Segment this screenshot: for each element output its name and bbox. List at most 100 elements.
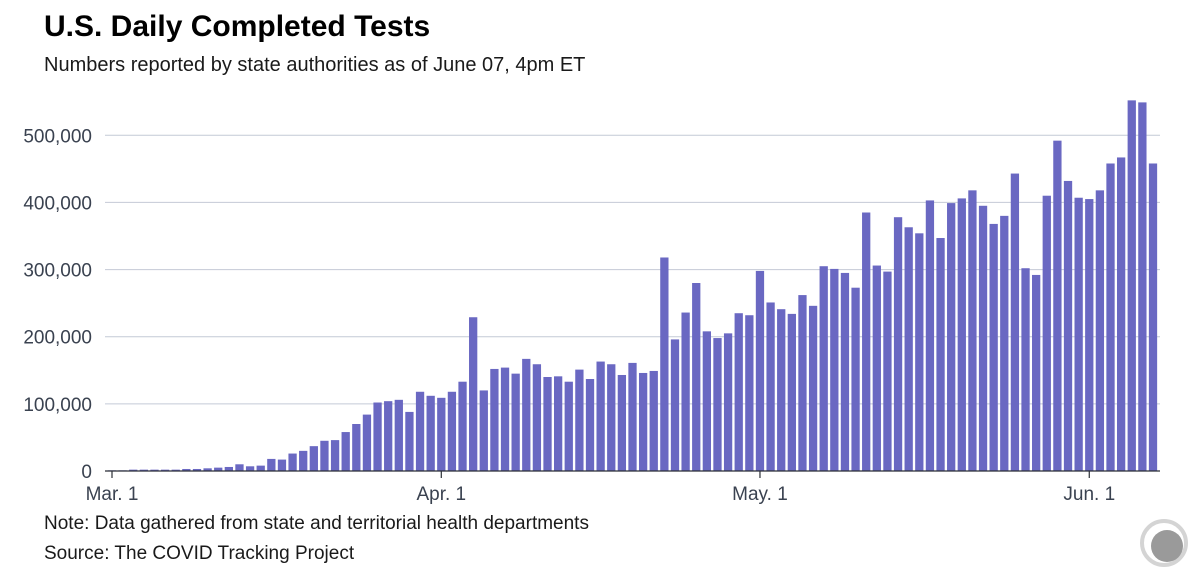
bar bbox=[543, 377, 552, 471]
bar bbox=[840, 272, 850, 471]
bar bbox=[267, 458, 276, 471]
footnote-note: Note: Data gathered from state and terri… bbox=[44, 513, 589, 534]
bar bbox=[469, 317, 478, 471]
bar bbox=[851, 287, 860, 471]
bar bbox=[947, 203, 956, 471]
bar bbox=[723, 333, 733, 471]
bar bbox=[384, 401, 393, 471]
bar bbox=[872, 265, 881, 471]
bar bbox=[989, 223, 998, 471]
bar bbox=[405, 411, 414, 471]
bar bbox=[893, 217, 903, 471]
bar bbox=[277, 459, 287, 471]
bar bbox=[500, 367, 510, 471]
bar bbox=[925, 200, 935, 471]
bar bbox=[1000, 215, 1009, 471]
bar bbox=[235, 464, 244, 471]
bar bbox=[787, 313, 796, 471]
bar bbox=[883, 271, 892, 471]
bar bbox=[522, 358, 531, 471]
bar bbox=[1053, 140, 1062, 471]
bar bbox=[1095, 190, 1105, 472]
bar bbox=[936, 238, 945, 471]
bar bbox=[713, 338, 722, 471]
chart-subtitle: Numbers reported by state authorities as… bbox=[44, 54, 586, 76]
bar bbox=[1116, 157, 1126, 471]
bar bbox=[129, 469, 138, 471]
bar bbox=[596, 361, 605, 471]
bar bbox=[692, 283, 701, 471]
bar bbox=[160, 469, 170, 471]
bar bbox=[777, 309, 786, 471]
bar bbox=[862, 212, 871, 471]
bar bbox=[734, 313, 743, 471]
y-tick-label: 500,000 bbox=[23, 126, 92, 147]
bar bbox=[437, 397, 446, 471]
bar bbox=[564, 381, 573, 471]
y-tick-label: 0 bbox=[81, 462, 92, 483]
bar bbox=[638, 372, 648, 471]
bar bbox=[660, 257, 669, 471]
covid-tracking-project-logo-icon bbox=[1140, 519, 1188, 567]
bar bbox=[830, 268, 839, 471]
bar bbox=[1106, 163, 1115, 471]
bar bbox=[362, 414, 372, 471]
bar bbox=[511, 373, 520, 471]
y-tick-label: 400,000 bbox=[23, 193, 92, 214]
x-tick-label: Mar. 1 bbox=[86, 484, 139, 505]
bar bbox=[288, 453, 297, 471]
footnote-source: Source: The COVID Tracking Project bbox=[44, 543, 355, 564]
bar bbox=[171, 469, 180, 471]
bar bbox=[192, 468, 202, 471]
bar bbox=[256, 465, 265, 471]
bar bbox=[214, 467, 223, 471]
bar bbox=[766, 302, 775, 471]
bar bbox=[670, 339, 680, 471]
bar bbox=[628, 362, 637, 471]
bar bbox=[968, 190, 977, 472]
bar bbox=[681, 312, 690, 471]
bar bbox=[904, 227, 913, 471]
bar bbox=[755, 270, 765, 471]
bar bbox=[426, 395, 435, 471]
bar bbox=[617, 374, 627, 471]
bar bbox=[798, 295, 807, 471]
bar bbox=[819, 266, 828, 471]
chart-title: U.S. Daily Completed Tests bbox=[44, 10, 431, 43]
bar bbox=[352, 424, 361, 471]
bar bbox=[915, 233, 924, 471]
y-tick-label: 100,000 bbox=[23, 395, 92, 416]
bar bbox=[309, 446, 318, 471]
bar bbox=[490, 368, 499, 471]
bar bbox=[479, 390, 488, 471]
bar bbox=[373, 402, 382, 471]
bar bbox=[585, 379, 595, 471]
bar bbox=[447, 391, 457, 471]
bar bbox=[150, 469, 159, 471]
x-tick-label: Jun. 1 bbox=[1063, 484, 1115, 505]
bar bbox=[1148, 163, 1158, 471]
bar bbox=[702, 331, 711, 471]
bar bbox=[458, 381, 467, 471]
bar bbox=[554, 376, 563, 471]
bar bbox=[341, 432, 350, 471]
bar bbox=[139, 469, 149, 471]
bar bbox=[745, 315, 754, 471]
bar bbox=[607, 364, 616, 471]
bar bbox=[532, 364, 542, 471]
bar bbox=[224, 466, 233, 471]
y-tick-label: 200,000 bbox=[23, 328, 92, 349]
bar bbox=[415, 391, 425, 471]
bar bbox=[203, 468, 212, 471]
bar bbox=[299, 450, 308, 471]
bar bbox=[1021, 268, 1030, 471]
y-tick-label: 300,000 bbox=[23, 261, 92, 282]
bar bbox=[978, 205, 988, 472]
bar bbox=[245, 466, 255, 471]
bar bbox=[1127, 100, 1136, 471]
bar bbox=[1074, 197, 1083, 471]
bar bbox=[320, 440, 329, 471]
bar bbox=[1010, 173, 1020, 472]
bar bbox=[1138, 102, 1147, 471]
